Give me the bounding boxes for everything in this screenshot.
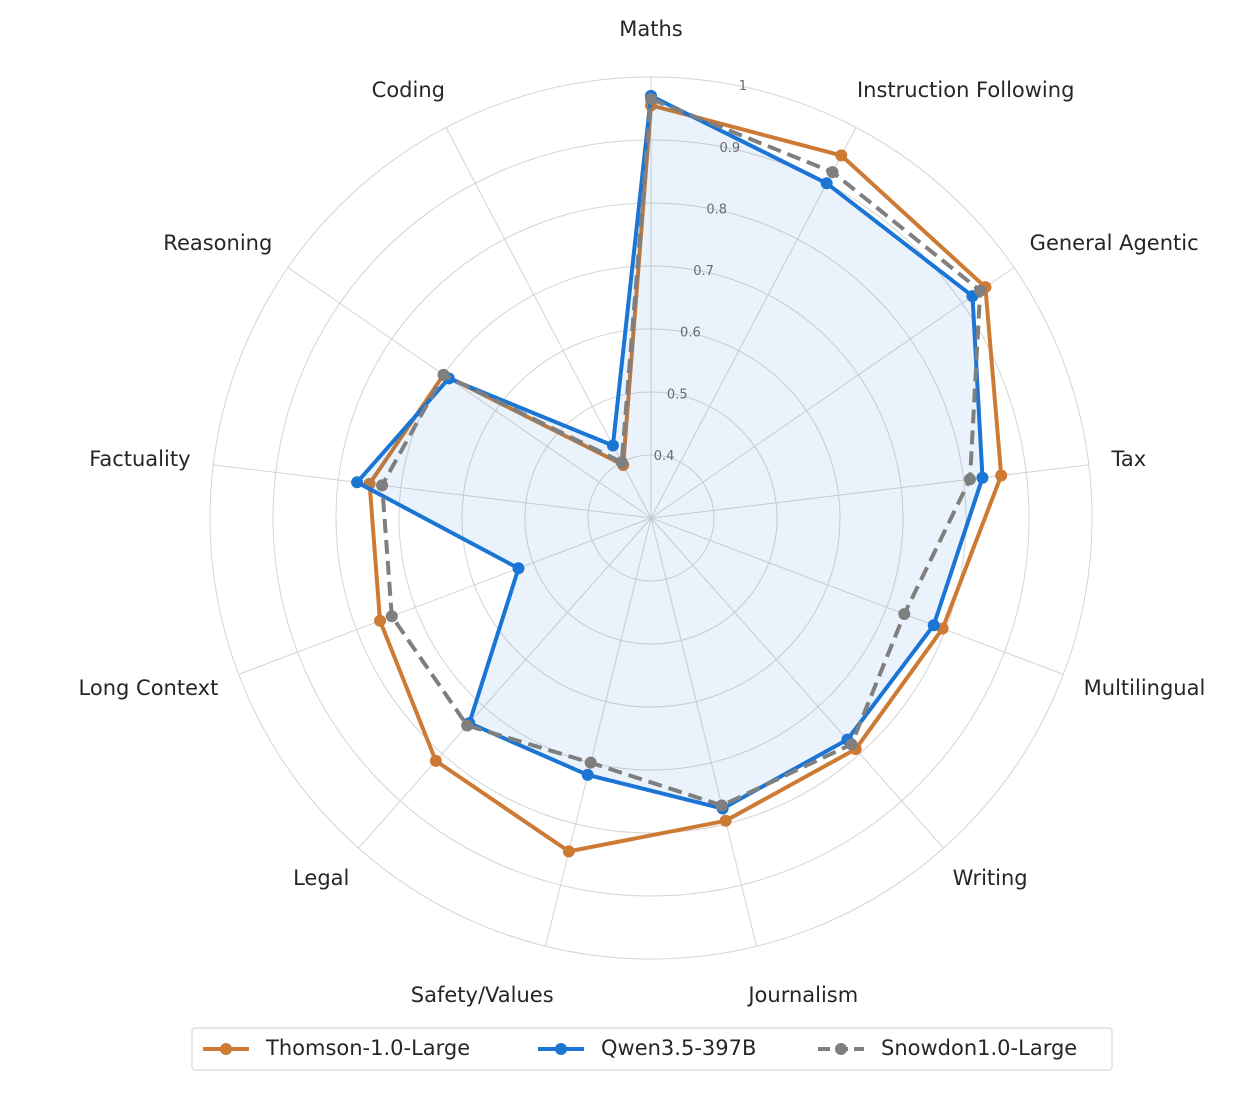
legend-label: Snowdon1.0-Large xyxy=(881,1036,1077,1060)
legend-item-qwen3-5-397b: Qwen3.5-397B xyxy=(538,1036,756,1060)
radial-tick-labels: 0.4 0.5 0.6 0.7 0.8 0.9 1 xyxy=(654,79,747,464)
data-point xyxy=(385,610,398,623)
spoke-factuality xyxy=(213,464,652,519)
data-point xyxy=(351,476,364,489)
spoke-instruction-following xyxy=(650,127,857,519)
data-point xyxy=(995,469,1008,482)
data-point xyxy=(898,608,911,621)
spoke-coding xyxy=(445,127,652,519)
spoke-tax xyxy=(650,464,1089,519)
series-fill xyxy=(357,95,983,809)
data-point xyxy=(927,619,940,632)
spoke-safety-values xyxy=(544,517,652,947)
data-point xyxy=(963,473,976,486)
spoke-writing xyxy=(650,517,944,849)
radial-tick-label: 0.5 xyxy=(667,387,688,402)
legend-frame xyxy=(191,1027,1113,1071)
series-line xyxy=(380,97,983,808)
legend-label: Thomson-1.0-Large xyxy=(265,1036,470,1060)
legend-label: Qwen3.5-397B xyxy=(601,1036,756,1060)
axis-label-general-agentic: General Agentic xyxy=(1030,231,1199,255)
legend-marker xyxy=(835,1043,847,1055)
data-point xyxy=(429,754,442,767)
spoke-general-agentic xyxy=(650,267,1015,519)
axis-label-maths: Maths xyxy=(619,17,682,41)
radial-tick-label: 0.6 xyxy=(680,326,701,341)
data-point xyxy=(845,738,858,751)
axis-label-multilingual: Multilingual xyxy=(1084,676,1206,700)
legend-item-thomson-1-0-large: Thomson-1.0-Large xyxy=(203,1036,470,1060)
axis-label-legal: Legal xyxy=(293,866,349,890)
series-snowdon1-0-large xyxy=(376,93,987,812)
spoke-long-context xyxy=(238,517,652,675)
spoke-journalism xyxy=(650,517,758,947)
radial-tick-label: 0.9 xyxy=(719,141,740,156)
legend-marker xyxy=(220,1043,232,1055)
data-point xyxy=(581,768,594,781)
data-point xyxy=(820,177,833,190)
spoke-multilingual xyxy=(650,517,1064,675)
axis-label-coding: Coding xyxy=(372,78,445,102)
data-point xyxy=(606,439,619,452)
axis-label-reasoning: Reasoning xyxy=(163,231,272,255)
data-point xyxy=(645,93,657,106)
data-point xyxy=(584,756,597,769)
axis-label-instruction-following: Instruction Following xyxy=(857,78,1074,102)
data-point xyxy=(376,479,389,492)
axis-label-factuality: Factuality xyxy=(89,447,190,471)
data-point xyxy=(437,368,450,381)
data-point xyxy=(826,166,839,179)
axis-label-writing: Writing xyxy=(953,866,1028,890)
data-point xyxy=(835,149,848,162)
axis-label-long-context: Long Context xyxy=(79,676,219,700)
legend: Thomson-1.0-Large Qwen3.5-397B Snowdon1.0-… xyxy=(191,1027,1113,1071)
radar-grid xyxy=(209,76,1093,960)
series-layer xyxy=(351,89,1008,858)
data-point xyxy=(461,719,474,732)
spoke-reasoning xyxy=(287,267,652,519)
radial-tick-label: 0.7 xyxy=(693,264,714,279)
axis-label-tax: Tax xyxy=(1110,447,1146,471)
data-point xyxy=(976,471,989,484)
legend-marker xyxy=(555,1043,567,1055)
data-point xyxy=(719,814,732,827)
axis-label-journalism: Journalism xyxy=(746,983,858,1007)
data-point xyxy=(374,614,387,627)
series-qwen3-5-397b xyxy=(351,89,989,815)
data-point xyxy=(512,562,525,575)
radial-tick-label: 0.4 xyxy=(654,449,675,464)
data-point xyxy=(615,456,628,469)
data-point xyxy=(562,845,575,858)
radial-tick-label: 0.8 xyxy=(706,202,727,217)
spoke-legal xyxy=(358,517,652,849)
data-point xyxy=(974,284,987,297)
radial-tick-label: 1 xyxy=(739,79,747,94)
axis-labels: Maths Instruction Following General Agenti… xyxy=(79,17,1206,1007)
axis-label-safety-values: Safety/Values xyxy=(411,983,554,1007)
legend-item-snowdon1-0-large: Snowdon1.0-Large xyxy=(818,1036,1077,1060)
data-point xyxy=(715,799,728,812)
